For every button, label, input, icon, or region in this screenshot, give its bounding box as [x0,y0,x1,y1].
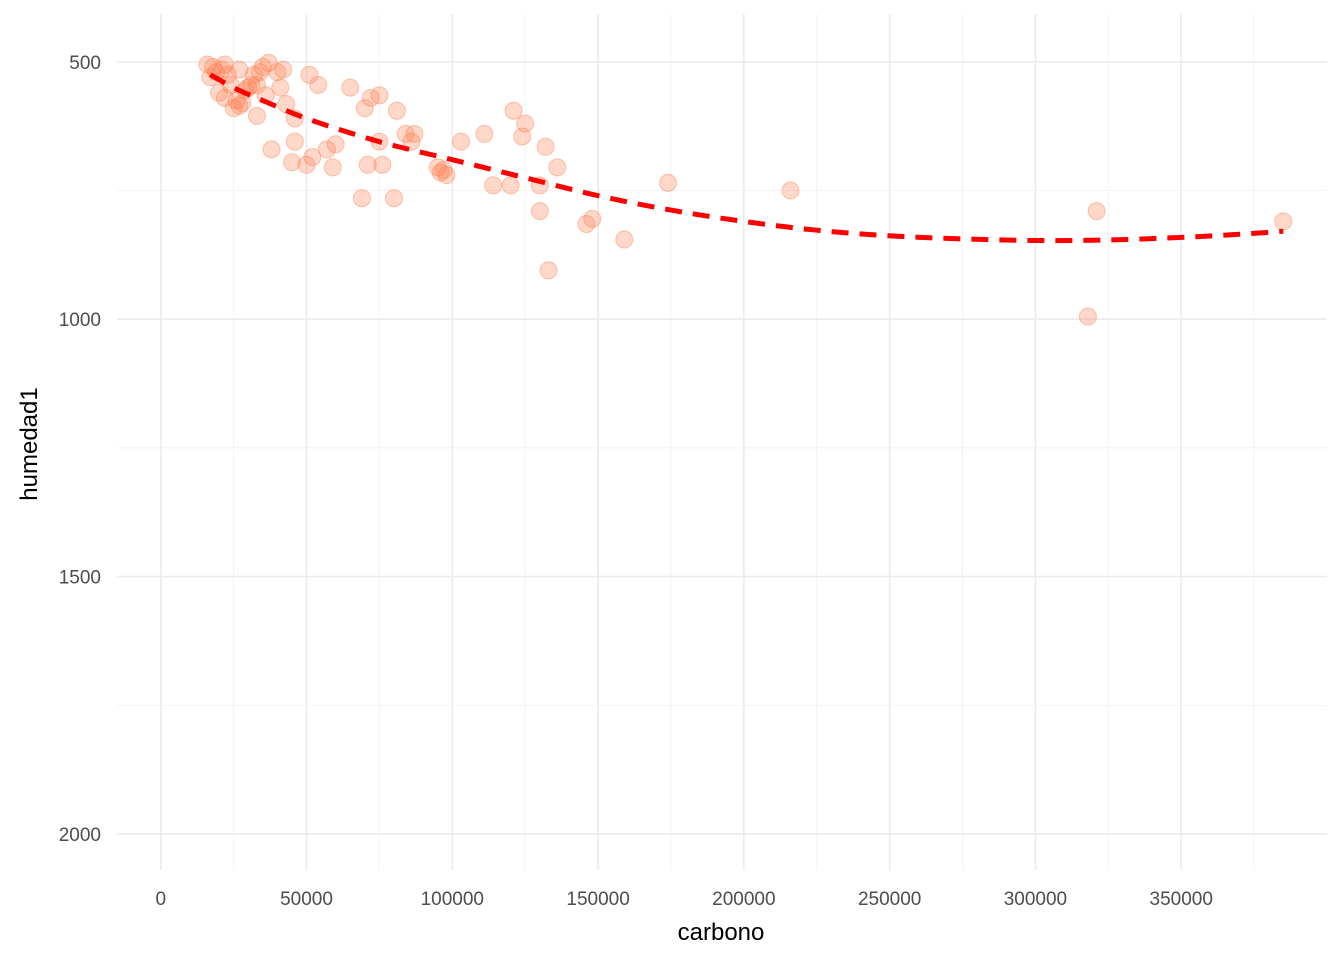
x-tick-label: 50000 [280,889,333,910]
data-point [405,124,424,143]
data-point [227,91,246,110]
x-tick-label: 0 [155,889,166,910]
data-point [303,148,322,167]
data-point [250,63,269,82]
data-point [247,76,266,95]
data-point [259,53,278,72]
y-tick-label: 1500 [59,568,101,589]
data-point [361,88,380,107]
x-axis-title: carbono [678,919,765,946]
data-point [285,132,304,151]
data-point [282,153,301,172]
data-point [297,155,316,174]
data-point [300,65,319,84]
data-point [326,135,345,154]
data-point [271,78,290,97]
data-point [659,173,678,192]
data-point [262,140,281,159]
data-point [215,88,234,107]
data-point [230,96,249,115]
data-point [548,158,567,177]
grid-lines [117,14,1327,870]
x-tick-label: 200000 [712,889,775,910]
data-point [530,202,549,221]
data-point [428,158,447,177]
data-point [242,76,261,95]
data-point [577,215,596,234]
y-axis-ticks: 500 1000 1500 2000 [59,53,101,846]
data-point [484,176,503,195]
data-point [781,181,800,200]
data-point [1078,307,1097,326]
data-point [583,209,602,228]
data-point [1087,202,1106,221]
data-point [513,127,532,146]
data-point [253,58,272,77]
x-axis-ticks: 0 50000 100000 150000 200000 250000 300000 3500… [155,889,1212,910]
y-axis-title: humedad1 [16,387,43,500]
scatter-points [198,53,1293,326]
data-point [452,132,471,151]
data-point [431,163,450,182]
data-point [358,155,377,174]
data-point [539,261,558,280]
data-point [437,166,456,185]
data-point [536,137,555,156]
y-tick-label: 2000 [59,825,101,846]
x-tick-label: 300000 [1004,889,1067,910]
data-point [323,158,342,177]
data-point [402,132,421,151]
data-point [317,140,336,159]
data-point [615,230,634,249]
data-point [434,160,453,179]
data-point [198,55,217,74]
data-point [384,189,403,208]
x-tick-label: 100000 [421,889,484,910]
data-point [1274,212,1293,231]
x-tick-label: 250000 [858,889,921,910]
data-point [396,124,415,143]
data-point [501,176,520,195]
data-point [230,60,249,79]
x-tick-label: 350000 [1150,889,1213,910]
data-point [274,60,293,79]
y-tick-label: 500 [69,53,101,74]
data-point [355,99,374,118]
data-point [212,60,231,79]
data-point [218,65,237,84]
data-point [210,83,229,102]
data-point [387,101,406,120]
data-point [373,155,392,174]
data-point [341,78,360,97]
data-point [233,94,252,113]
data-point [516,114,535,133]
data-point [352,189,371,208]
data-point [370,86,389,105]
data-point [309,76,328,95]
data-point [245,65,264,84]
x-tick-label: 150000 [566,889,629,910]
data-point [504,101,523,120]
y-tick-label: 1000 [59,310,101,331]
data-point [215,55,234,74]
data-point [247,106,266,125]
data-point [475,124,494,143]
data-point [268,63,287,82]
data-point [224,99,243,118]
